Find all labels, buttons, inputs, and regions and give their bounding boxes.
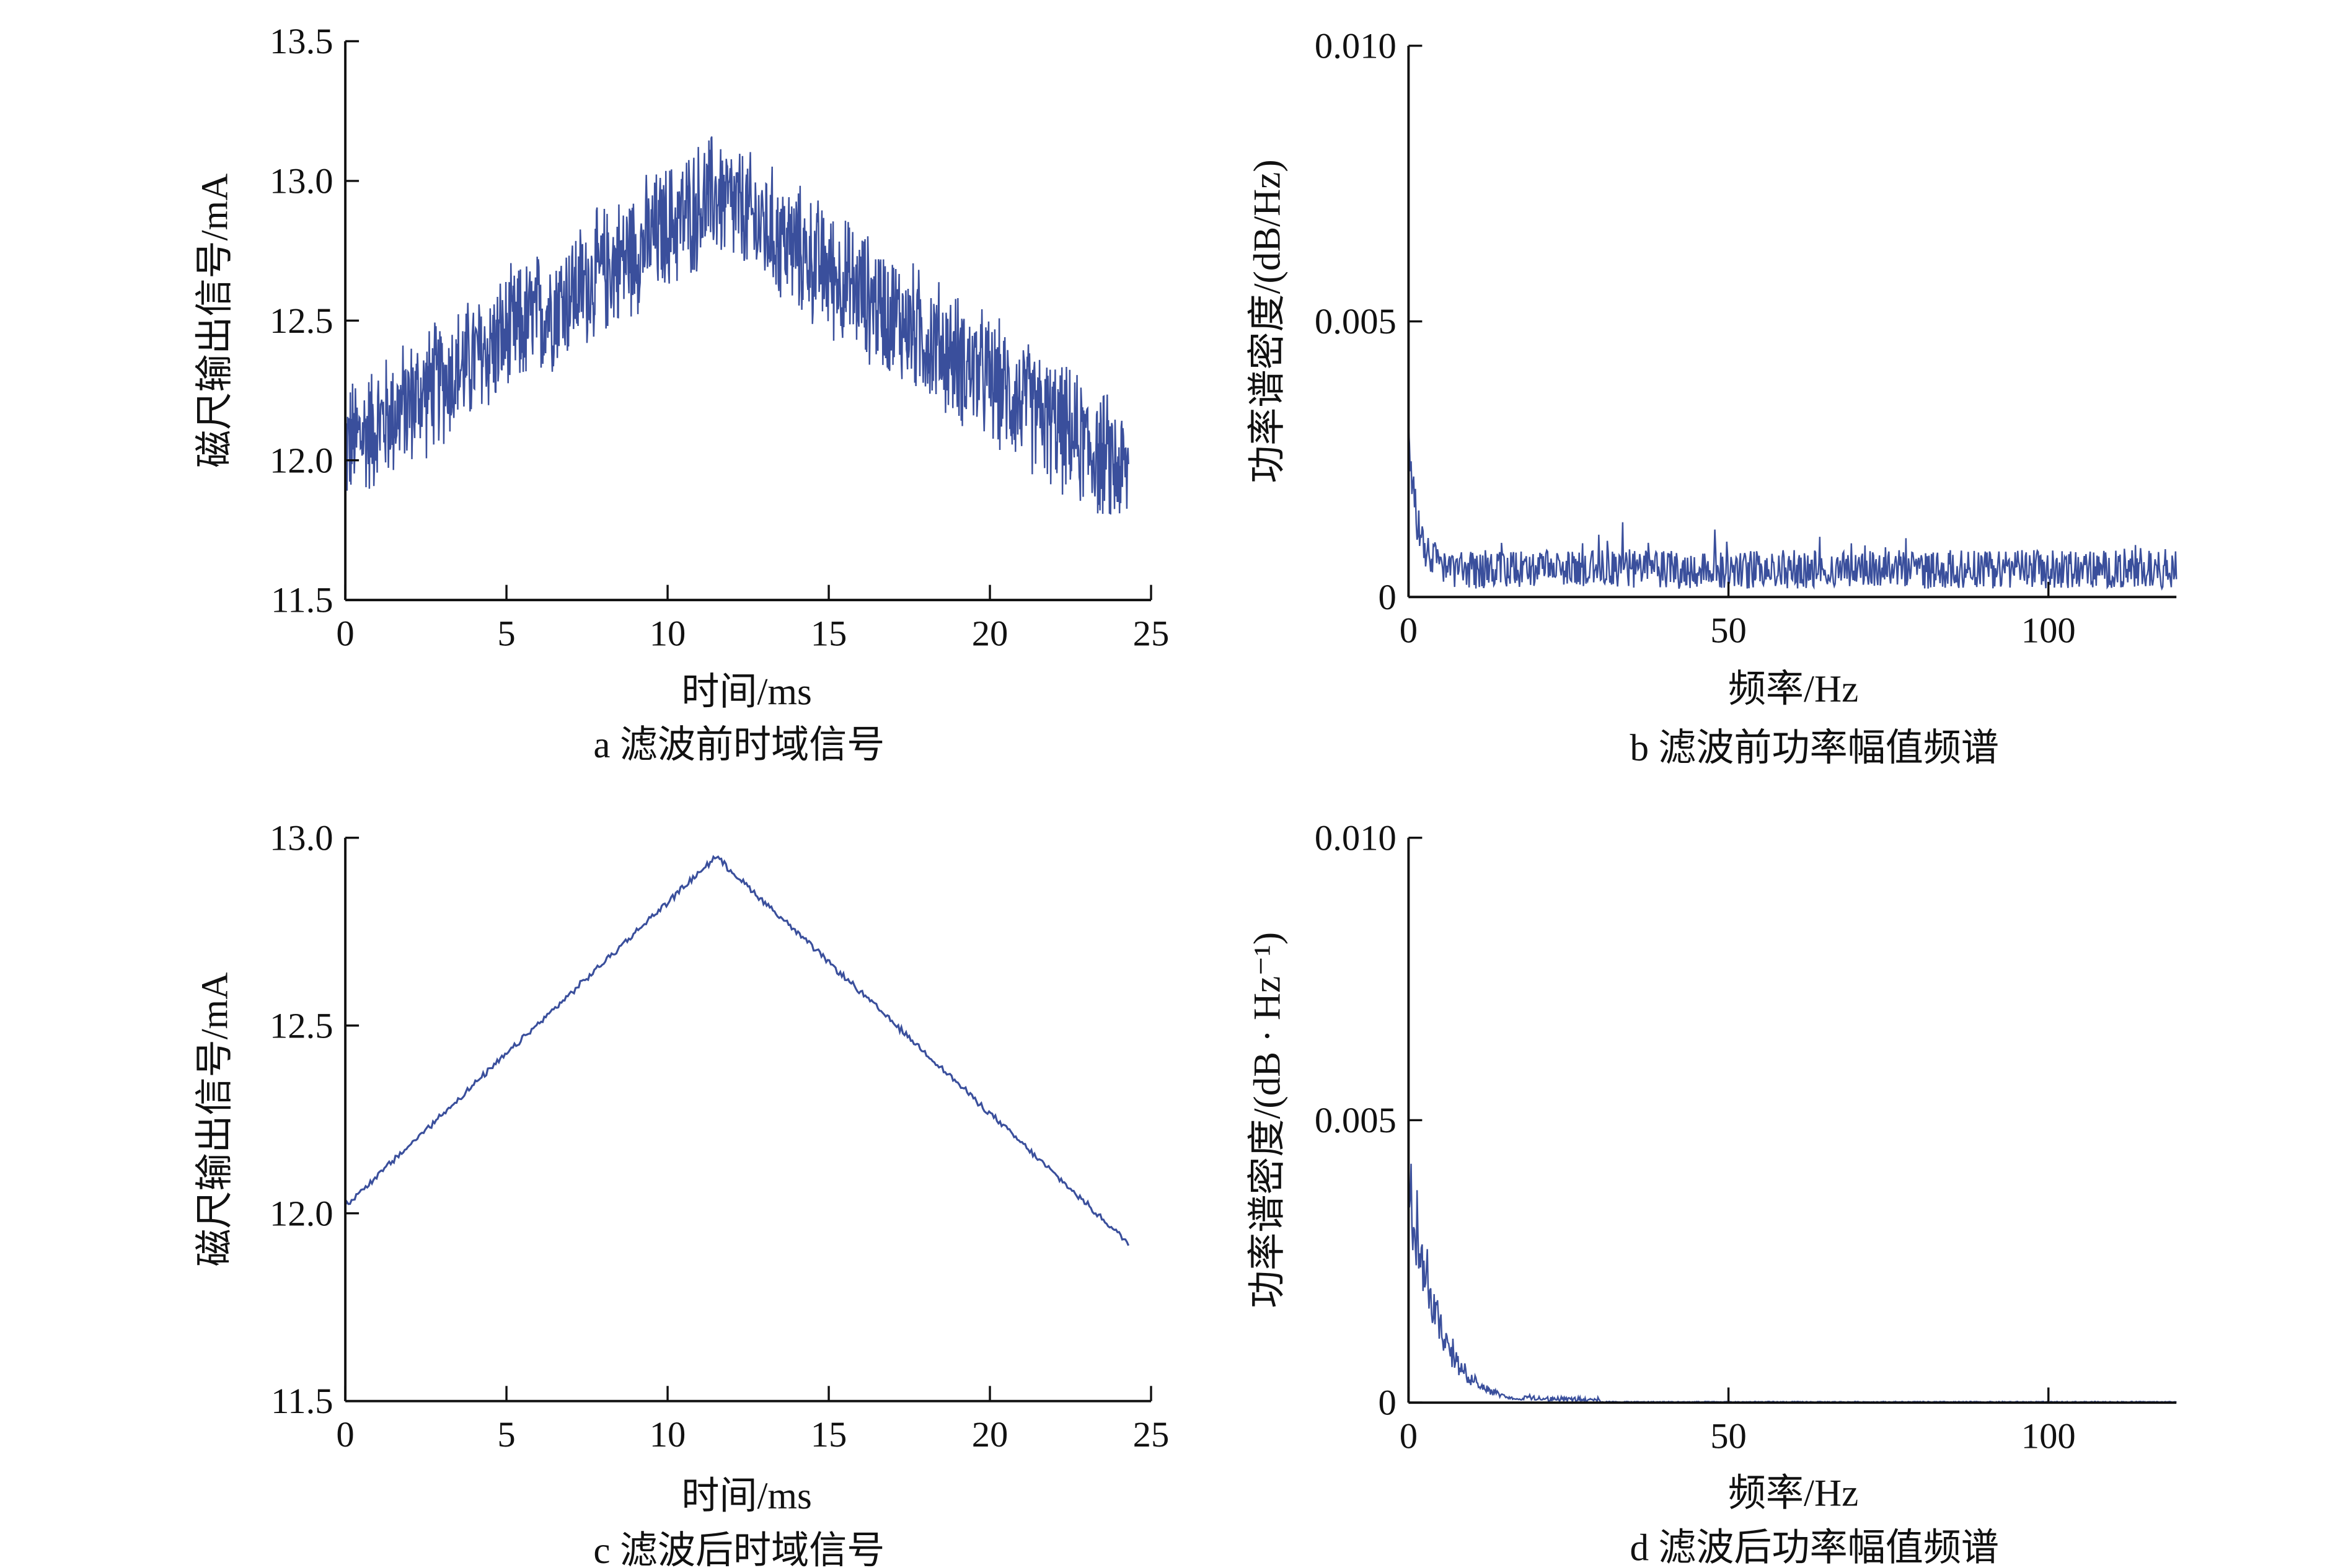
y-tick-label: 11.5 — [271, 1381, 333, 1421]
panel-a-time-before-filter: 0 5 10 15 20 25 11.5 12.0 12.5 13.0 13.5 时间/ms 磁尺输出信… — [195, 21, 1170, 766]
y-axis-label: 功率谱密度/(dB · Hz⁻¹) — [1247, 932, 1289, 1308]
series-line — [344, 136, 1129, 515]
x-tick-label: 100 — [2021, 610, 2076, 651]
y-tick-label: 0.005 — [1315, 1100, 1397, 1140]
x-axis-label: 频率/Hz — [1728, 1473, 1858, 1514]
x-tick-label: 0 — [1400, 1416, 1418, 1456]
series-line — [344, 855, 1130, 1246]
y-tick-label: 12.0 — [270, 1193, 333, 1233]
panel-d-spectrum-after-filter: 0 50 100 0 0.005 0.010 频率/Hz 功率谱密度/(dB · Hz⁻¹) d… — [1247, 817, 2177, 1568]
panel-caption: d 滤波后功率幅值频谱 — [1630, 1527, 1999, 1568]
y-axis-label: 功率谱密度/(dB/Hz) — [1247, 159, 1289, 483]
y-axis-label: 磁尺输出信号/mA — [195, 972, 236, 1267]
y-tick-label: 12.0 — [270, 440, 333, 480]
x-tick-label: 0 — [336, 613, 354, 653]
y-tick-label: 13.0 — [270, 161, 333, 201]
y-tick-label: 12.5 — [270, 1005, 333, 1046]
y-tick-label: 0 — [1379, 1383, 1397, 1423]
y-tick-label: 13.5 — [270, 21, 333, 61]
panel-b-spectrum-before-filter: 0 50 100 0 0.005 0.010 频率/Hz 功率谱密度/(dB/Hz) b 滤波前… — [1247, 25, 2178, 769]
x-axis-label: 时间/ms — [681, 672, 811, 713]
x-tick-label: 10 — [650, 1414, 686, 1455]
series-line — [1408, 1153, 2177, 1404]
panel-c-time-after-filter: 0 5 10 15 20 25 11.5 12.0 12.5 13.0 时间/ms 磁尺输出信号/mA… — [195, 817, 1170, 1568]
panel-caption: a 滤波前时域信号 — [593, 725, 885, 766]
x-tick-label: 100 — [2021, 1416, 2076, 1456]
x-tick-label: 10 — [650, 613, 686, 653]
y-tick-label: 13.0 — [270, 817, 333, 858]
x-tick-label: 25 — [1133, 613, 1170, 653]
y-tick-label: 0.010 — [1315, 25, 1397, 66]
x-tick-label: 20 — [972, 1414, 1008, 1455]
x-tick-label: 0 — [1400, 610, 1418, 651]
series-line — [1408, 427, 2178, 591]
panel-caption: c 滤波后时域信号 — [593, 1530, 885, 1568]
y-tick-label: 12.5 — [270, 301, 333, 341]
x-tick-label: 20 — [972, 613, 1008, 653]
panel-caption: b 滤波前功率幅值频谱 — [1630, 728, 1999, 769]
x-tick-label: 15 — [811, 613, 847, 653]
y-tick-label: 0.010 — [1315, 817, 1397, 858]
x-tick-label: 5 — [497, 1414, 515, 1455]
x-tick-label: 5 — [497, 613, 515, 653]
x-axis-label: 时间/ms — [681, 1476, 811, 1517]
x-tick-label: 50 — [1710, 1416, 1747, 1456]
x-tick-label: 15 — [811, 1414, 847, 1455]
x-axis-label: 频率/Hz — [1728, 669, 1858, 710]
y-tick-label: 0.005 — [1315, 301, 1397, 341]
x-tick-label: 25 — [1133, 1414, 1170, 1455]
x-tick-label: 0 — [336, 1414, 354, 1455]
x-tick-label: 50 — [1710, 610, 1747, 651]
y-axis-label: 磁尺输出信号/mA — [195, 174, 236, 468]
y-tick-label: 11.5 — [271, 580, 333, 620]
y-tick-label: 0 — [1379, 577, 1397, 617]
